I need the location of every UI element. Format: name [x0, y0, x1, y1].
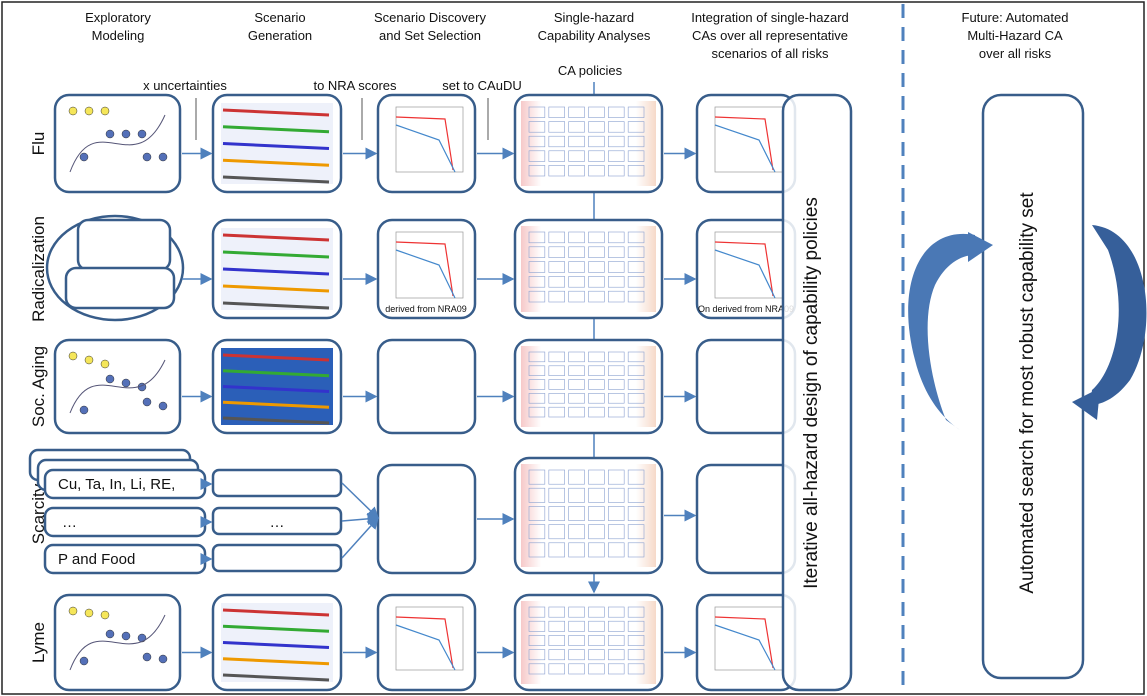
- thumbnail: [69, 107, 77, 115]
- column-header: Generation: [248, 28, 312, 43]
- thumbnail: [69, 607, 77, 615]
- stage-box: [697, 465, 795, 573]
- column-header: Integration of single-hazard: [691, 10, 849, 25]
- flow-arrow: [342, 518, 378, 521]
- stage-box: [378, 595, 475, 690]
- column-header: Single-hazard: [554, 10, 634, 25]
- stage-box: [697, 340, 795, 433]
- stage-box: [697, 95, 795, 192]
- thumbnail: [80, 657, 88, 665]
- thumbnail: [85, 107, 93, 115]
- column-header: Modeling: [92, 28, 145, 43]
- thumbnail: [143, 653, 151, 661]
- caption: derived from NRA09: [385, 304, 467, 314]
- thumbnail: [122, 379, 130, 387]
- iterative-label: Iterative all-hazard design of capabilit…: [801, 197, 822, 589]
- arrow-label: CA policies: [558, 63, 623, 78]
- row-label: Radicalization: [29, 216, 48, 322]
- automated-label: Automated search for most robust capabil…: [1017, 192, 1038, 594]
- thumbnail: [80, 406, 88, 414]
- column-header: scenarios of all risks: [711, 46, 829, 61]
- thumbnail: [106, 630, 114, 638]
- thumbnail: [106, 375, 114, 383]
- row-label: Lyme: [29, 622, 48, 663]
- model-box: [66, 268, 174, 308]
- thumbnail: [122, 632, 130, 640]
- flow-arrow: [342, 483, 378, 518]
- arrow-label: to NRA scores: [313, 78, 397, 93]
- thumbnail: [85, 356, 93, 364]
- stage-box: [378, 340, 475, 433]
- thumbnail: [159, 402, 167, 410]
- thumbnail: [101, 360, 109, 368]
- model-label: …: [62, 514, 77, 531]
- scenario-box: [213, 470, 341, 496]
- column-header: Future: Automated: [962, 10, 1069, 25]
- column-header: over all risks: [979, 46, 1052, 61]
- thumbnail: [138, 130, 146, 138]
- stage-box: [378, 465, 475, 573]
- column-header: Multi-Hazard CA: [967, 28, 1063, 43]
- thumbnail: [85, 609, 93, 617]
- arrow-label: x uncertainties: [143, 78, 227, 93]
- thumbnail: [80, 153, 88, 161]
- diagram: Exploratory Modeling Scenario Generation Sce…: [0, 0, 1147, 696]
- thumbnail: [101, 611, 109, 619]
- cycle-arrow: [908, 234, 975, 430]
- thumbnail: [122, 130, 130, 138]
- column-header: Capability Analyses: [538, 28, 651, 43]
- flow-arrow: [342, 518, 378, 558]
- thumbnail: [138, 634, 146, 642]
- thumbnail: [143, 153, 151, 161]
- model-label: Cu, Ta, In, Li, RE,: [58, 476, 175, 493]
- scenario-box: [213, 545, 341, 571]
- column-header: Exploratory: [85, 10, 151, 25]
- thumbnail: [101, 107, 109, 115]
- cycle-arrow: [1090, 225, 1146, 405]
- thumbnail: [69, 352, 77, 360]
- column-header: CAs over all representative: [692, 28, 848, 43]
- scenario-label: …: [270, 514, 285, 531]
- column-header: and Set Selection: [379, 28, 481, 43]
- column-header: Scenario Discovery: [374, 10, 486, 25]
- column-header: Scenario: [254, 10, 305, 25]
- arrow-label: set to CAuDU: [442, 78, 521, 93]
- stage-box: [697, 595, 795, 690]
- thumbnail: [143, 398, 151, 406]
- caption: On derived from NRA09: [698, 304, 794, 314]
- thumbnail: [159, 655, 167, 663]
- stage-box: [378, 95, 475, 192]
- content: Exploratory Modeling Scenario Generation Sce…: [29, 10, 1146, 690]
- row-label: Soc. Aging: [29, 346, 48, 427]
- thumbnail: [159, 153, 167, 161]
- thumbnail: [106, 130, 114, 138]
- model-label: P and Food: [58, 551, 135, 568]
- row-label: Flu: [29, 132, 48, 156]
- model-box: [78, 220, 170, 270]
